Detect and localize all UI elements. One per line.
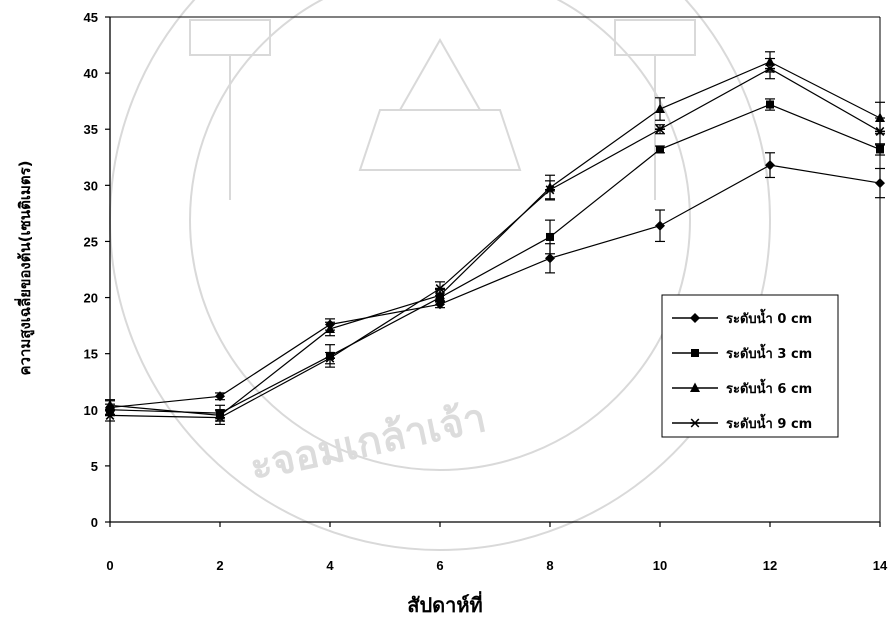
watermark: ะจอมเกล้าเจ้า xyxy=(109,0,771,551)
series-group xyxy=(105,51,885,425)
y-tick-label: 40 xyxy=(84,66,98,81)
data-point xyxy=(545,253,555,264)
data-point xyxy=(546,232,554,241)
y-tick-label: 45 xyxy=(84,10,98,25)
y-tick-label: 5 xyxy=(91,459,98,474)
legend: ระดับน้ำ 0 cm ระดับน้ำ 3 cm ระดับน้ำ 6 cm ร… xyxy=(661,294,839,438)
legend-label: ระดับน้ำ 3 cm xyxy=(726,343,812,362)
series-line xyxy=(109,67,881,419)
data-point xyxy=(875,126,885,137)
data-point xyxy=(215,391,225,402)
data-point xyxy=(325,323,335,333)
axes xyxy=(109,16,881,523)
legend-item: ระดับน้ำ 9 cm xyxy=(672,413,812,432)
legend-item: ระดับน้ำ 3 cm xyxy=(672,343,812,362)
legend-marker xyxy=(690,418,700,428)
data-point xyxy=(105,399,115,410)
legend-marker xyxy=(690,382,700,392)
series-3 xyxy=(105,57,885,425)
y-tick-label: 25 xyxy=(84,234,98,249)
data-point xyxy=(325,353,335,363)
data-point xyxy=(655,220,665,231)
y-tick-label: 15 xyxy=(84,347,98,362)
data-point xyxy=(876,145,884,154)
y-tick-label: 10 xyxy=(84,403,98,418)
x-tick-label: 8 xyxy=(546,558,553,573)
series-line xyxy=(109,103,881,414)
x-tick-label: 12 xyxy=(763,558,777,573)
legend-label: ระดับน้ำ 6 cm xyxy=(726,378,812,397)
series-line xyxy=(109,164,881,409)
data-point xyxy=(105,410,115,420)
data-point xyxy=(655,103,665,114)
watermark-text: ะจอมเกล้าเจ้า xyxy=(246,394,490,490)
x-tick-label: 2 xyxy=(216,558,223,573)
data-point xyxy=(765,160,775,171)
data-point xyxy=(766,100,774,109)
data-point xyxy=(545,185,555,195)
y-tick-label: 0 xyxy=(91,515,98,530)
y-tick-label: 30 xyxy=(84,178,98,193)
x-tick-label: 14 xyxy=(873,558,888,573)
x-tick-label: 10 xyxy=(653,558,667,573)
legend-label: ระดับน้ำ 9 cm xyxy=(726,413,812,432)
data-point xyxy=(655,124,665,134)
ticks: 0 5 10 15 20 25 30 35 40 45 0 2 4 6 8 10 12 14 xyxy=(84,10,888,573)
y-tick-label: 35 xyxy=(84,122,98,137)
data-point xyxy=(435,284,445,294)
legend-marker xyxy=(690,313,700,323)
data-point xyxy=(875,178,885,189)
data-point xyxy=(656,145,664,154)
x-tick-label: 0 xyxy=(106,558,113,573)
data-point xyxy=(215,413,225,423)
legend-marker xyxy=(691,349,699,357)
data-point xyxy=(765,64,775,74)
data-point xyxy=(875,112,885,122)
x-tick-label: 6 xyxy=(436,558,443,573)
y-axis-title: ความสูงเฉลี่ยของต้น(เซนติเมตร) xyxy=(14,161,35,376)
legend-label: ระดับน้ำ 0 cm xyxy=(726,308,812,327)
series-line xyxy=(109,61,881,417)
y-tick-label: 20 xyxy=(84,291,98,306)
legend-item: ระดับน้ำ 6 cm xyxy=(672,378,812,397)
x-tick-label: 4 xyxy=(326,558,334,573)
x-axis-title: สัปดาห์ที่ xyxy=(407,590,483,617)
legend-item: ระดับน้ำ 0 cm xyxy=(672,308,812,327)
